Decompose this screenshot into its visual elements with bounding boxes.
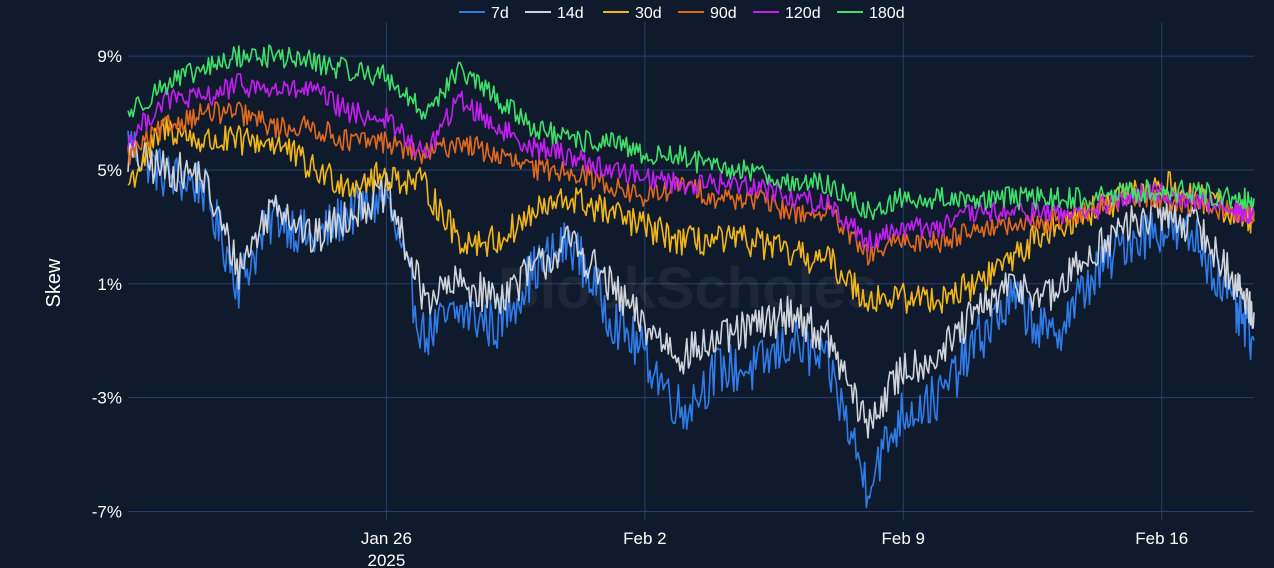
y-tick-label: 5%	[97, 161, 122, 180]
x-tick-label: Feb 16	[1135, 529, 1188, 548]
legend-item-7d[interactable]: 7d	[459, 5, 509, 22]
axis-layer: 9% 5% 1% -3% -7% Jan 26 2025 Feb 2 Feb 9 Feb 16	[92, 47, 1188, 568]
series-line-14d	[127, 140, 1255, 439]
series-line-90d	[127, 101, 1255, 266]
x-tick-sublabel: 2025	[368, 551, 406, 568]
x-tick-label: Jan 26	[361, 529, 412, 548]
y-tick-label: -7%	[92, 502, 122, 521]
legend-item-14d[interactable]: 14d	[525, 5, 584, 22]
x-tick-label: Feb 2	[623, 529, 666, 548]
legend-label: 180d	[869, 5, 905, 22]
x-tick-label: Feb 9	[882, 529, 925, 548]
legend-label: 30d	[635, 5, 662, 22]
y-tick-label: 1%	[97, 275, 122, 294]
legend-item-120d[interactable]: 120d	[753, 5, 821, 22]
legend-item-180d[interactable]: 180d	[837, 5, 905, 22]
legend-item-30d[interactable]: 30d	[603, 5, 662, 22]
watermark: BlockScholes	[498, 256, 878, 321]
series-line-120d	[127, 73, 1255, 253]
legend-item-90d[interactable]: 90d	[678, 5, 737, 22]
legend-label: 14d	[557, 5, 584, 22]
legend[interactable]: 7d 14d 30d 90d 120d 180d	[459, 5, 905, 22]
legend-label: 120d	[785, 5, 821, 22]
series-line-180d	[127, 44, 1255, 221]
series-layer	[127, 44, 1255, 509]
y-tick-label: 9%	[97, 47, 122, 66]
legend-label: 7d	[491, 5, 509, 22]
y-tick-label: -3%	[92, 389, 122, 408]
legend-label: 90d	[710, 5, 737, 22]
y-axis-title: Skew	[43, 258, 65, 307]
